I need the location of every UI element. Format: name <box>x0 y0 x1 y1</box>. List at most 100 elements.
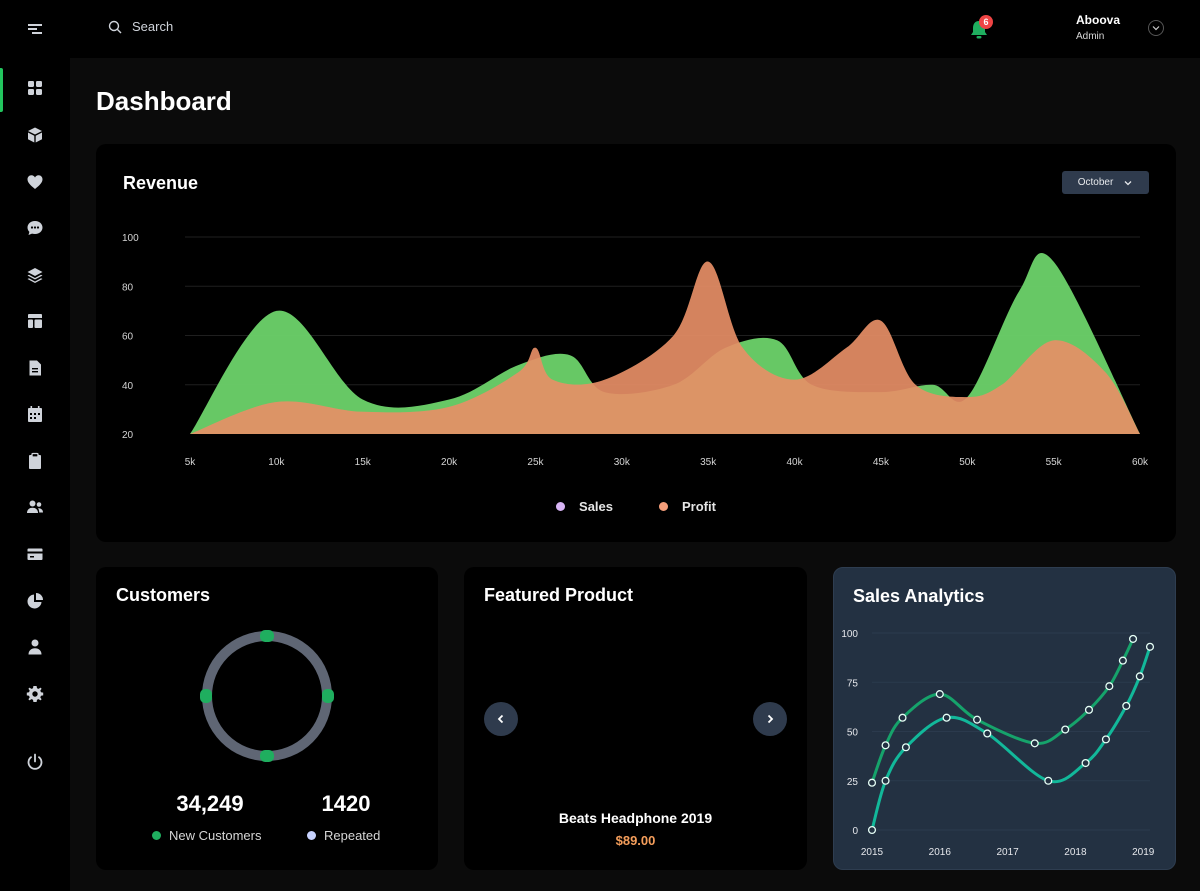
y-tick-label: 80 <box>122 282 134 293</box>
x-tick-label: 45k <box>873 457 890 468</box>
repeated-value: 1420 <box>321 791 371 816</box>
y-tick-label: 40 <box>122 381 134 392</box>
repeated-label: Repeated <box>307 828 380 843</box>
y-tick-label: 50 <box>847 728 859 739</box>
sidebar-item-clipboard[interactable] <box>0 441 70 481</box>
data-point <box>1084 705 1094 714</box>
sidebar-item-layers[interactable] <box>0 255 70 295</box>
data-point <box>1122 701 1131 710</box>
x-tick-label: 2019 <box>1132 847 1155 858</box>
y-tick-label: 25 <box>847 777 859 788</box>
revenue-legend: Sales Profit <box>96 499 1176 514</box>
data-point <box>935 690 944 699</box>
topbar: 6 Aboova Admin <box>70 0 1200 58</box>
search-icon <box>108 20 122 33</box>
donut-marker <box>200 689 212 703</box>
data-point <box>867 825 877 835</box>
data-point <box>898 713 907 722</box>
cube-icon <box>28 127 42 143</box>
series-area-profit <box>190 261 1140 434</box>
sidebar-item-users[interactable] <box>0 487 70 527</box>
sales-analytics-chart: 0 25 50 75 100 2015 2016 2017 2018 2019 <box>841 629 1155 858</box>
customers-card: Customers 34,249 New Customers 1420 Repe… <box>96 567 438 870</box>
legend-item-sales[interactable]: Sales <box>556 499 613 514</box>
search-input[interactable] <box>132 19 352 34</box>
sidebar-item-calendar[interactable] <box>0 394 70 434</box>
sidebar-item-layout[interactable] <box>0 301 70 341</box>
data-point <box>1061 725 1070 734</box>
user-icon <box>28 639 42 655</box>
x-tick-label: 2016 <box>929 847 952 858</box>
sidebar-item-profile[interactable] <box>0 627 70 667</box>
x-tick-label: 40k <box>786 457 803 468</box>
product-price: $89.00 <box>615 833 656 848</box>
data-point <box>973 715 982 724</box>
y-tick-label: 60 <box>122 332 134 343</box>
heart-icon <box>27 175 43 189</box>
customers-title: Customers <box>116 585 211 605</box>
x-tick-label: 2018 <box>1064 847 1087 858</box>
x-tick-label: 2017 <box>996 847 1019 858</box>
chevron-down-icon <box>1124 180 1132 185</box>
data-point <box>867 778 877 787</box>
revenue-card: Revenue October 20 40 60 80 100 5k 10k 15k 20k 25… <box>96 144 1176 542</box>
revenue-chart: 20 40 60 80 100 5k 10k 15k 20k 25k 30k 35k 40k 45k 50k… <box>122 233 1149 468</box>
data-point <box>1135 672 1144 681</box>
repeated-dot <box>307 831 316 840</box>
user-role: Admin <box>1076 31 1105 42</box>
x-tick-label: 55k <box>1046 457 1063 468</box>
sidebar-item-logout[interactable] <box>0 742 70 782</box>
calendar-icon <box>28 406 42 422</box>
data-point <box>1105 682 1114 691</box>
data-point <box>942 713 951 722</box>
sidebar-item-messages[interactable] <box>0 208 70 248</box>
data-point <box>983 729 992 738</box>
data-point <box>881 776 890 785</box>
repeated-text: Repeated <box>324 828 381 843</box>
y-tick-label: 0 <box>852 826 858 837</box>
legend-label-profit: Profit <box>682 499 716 514</box>
chat-icon <box>27 221 43 235</box>
layers-icon <box>27 268 43 283</box>
carousel-prev-button[interactable] <box>484 702 518 736</box>
sales-analytics-card: Sales Analytics 0 25 50 75 100 2015 2016 2017 20… <box>833 567 1176 870</box>
menu-toggle-icon[interactable] <box>26 20 44 38</box>
data-point <box>881 741 890 750</box>
sidebar-item-dashboard[interactable] <box>0 68 70 112</box>
customers-donut-chart <box>200 630 334 762</box>
donut-marker <box>322 689 334 703</box>
data-point <box>1145 642 1155 651</box>
sidebar-item-favorites[interactable] <box>0 162 70 202</box>
legend-label-sales: Sales <box>579 499 614 514</box>
donut-ring <box>202 631 332 761</box>
user-menu[interactable]: Aboova Admin <box>1076 13 1120 42</box>
chevron-right-icon <box>767 714 774 724</box>
notification-badge: 6 <box>979 15 993 29</box>
x-tick-label: 50k <box>959 457 976 468</box>
x-tick-label: 20k <box>441 457 458 468</box>
layout-icon <box>28 314 42 328</box>
x-tick-label: 5k <box>185 457 197 468</box>
legend-item-profit[interactable]: Profit <box>659 499 716 514</box>
data-point <box>1128 634 1138 643</box>
data-point <box>1118 656 1127 665</box>
featured-title: Featured Product <box>484 585 634 605</box>
x-tick-label: 30k <box>614 457 631 468</box>
sidebar-item-payments[interactable] <box>0 534 70 574</box>
carousel-next-button[interactable] <box>753 702 787 736</box>
sidebar-item-reports[interactable] <box>0 581 70 621</box>
power-icon <box>27 753 43 770</box>
page-title: Dashboard <box>96 86 232 116</box>
pie-chart-icon <box>27 593 43 609</box>
donut-marker <box>260 630 274 642</box>
search-bar[interactable] <box>108 19 352 34</box>
data-point <box>901 743 910 752</box>
sidebar-item-documents[interactable] <box>0 348 70 388</box>
credit-card-icon <box>27 548 43 560</box>
revenue-title: Revenue <box>123 173 199 193</box>
sidebar-item-products[interactable] <box>0 115 70 155</box>
month-select[interactable]: October <box>1062 171 1149 194</box>
data-point <box>1044 776 1053 785</box>
user-dropdown-button[interactable] <box>1148 20 1164 36</box>
sidebar-item-settings[interactable] <box>0 674 70 714</box>
